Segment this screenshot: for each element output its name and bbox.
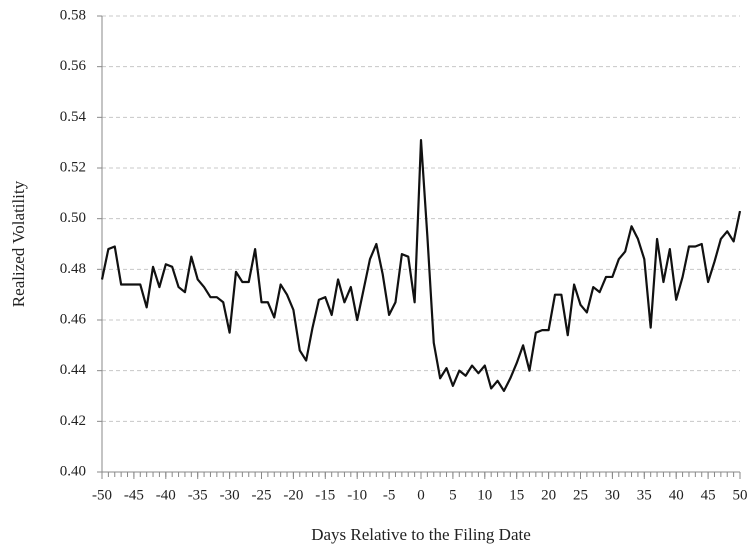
y-axis-title: Realized Volatility bbox=[9, 180, 28, 307]
x-tick-label: -20 bbox=[283, 487, 303, 503]
x-tick-label: -50 bbox=[92, 487, 112, 503]
y-tick-label: 0.48 bbox=[60, 261, 86, 277]
x-tick-label: -35 bbox=[188, 487, 208, 503]
x-tick-label: 30 bbox=[605, 487, 620, 503]
x-tick-label: -15 bbox=[315, 487, 335, 503]
x-tick-label: 35 bbox=[637, 487, 652, 503]
x-tick-label: 25 bbox=[573, 487, 588, 503]
y-tick-label: 0.52 bbox=[60, 159, 86, 175]
x-axis-title: Days Relative to the Filing Date bbox=[311, 525, 531, 544]
y-tick-label: 0.50 bbox=[60, 210, 86, 226]
x-tick-label: 10 bbox=[477, 487, 492, 503]
y-tick-label: 0.42 bbox=[60, 413, 86, 429]
x-tick-label: 5 bbox=[449, 487, 457, 503]
line bbox=[100, 139, 742, 393]
x-tick-label: -30 bbox=[220, 487, 240, 503]
y-tick-label: 0.40 bbox=[60, 463, 86, 479]
x-tick-label: -45 bbox=[124, 487, 144, 503]
y-tick-label: 0.54 bbox=[60, 109, 87, 125]
x-tick-label: 20 bbox=[541, 487, 556, 503]
x-tick-label: 50 bbox=[733, 487, 748, 503]
x-tick-label: -40 bbox=[156, 487, 176, 503]
x-tick-label: 0 bbox=[417, 487, 425, 503]
y-tick-label: 0.56 bbox=[60, 58, 87, 74]
x-tick-label: -10 bbox=[347, 487, 367, 503]
x-tick-label: -5 bbox=[383, 487, 396, 503]
x-tick-label: 15 bbox=[509, 487, 524, 503]
y-tick-label: 0.58 bbox=[60, 7, 86, 23]
x-tick-label: 40 bbox=[669, 487, 684, 503]
y-tick-label: 0.46 bbox=[60, 311, 87, 327]
y-tick-label: 0.44 bbox=[60, 362, 87, 378]
x-tick-label: -25 bbox=[252, 487, 272, 503]
x-tick-label: 45 bbox=[701, 487, 716, 503]
